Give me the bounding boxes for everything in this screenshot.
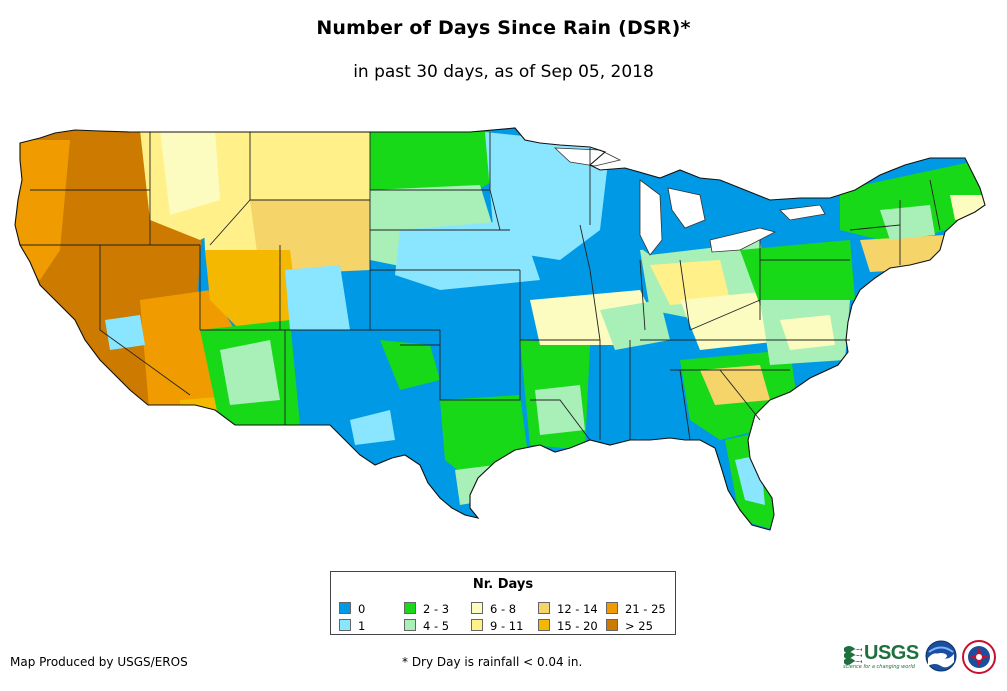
legend-swatch <box>606 602 618 614</box>
legend-swatch <box>404 619 416 631</box>
legend: Nr. Days 0 1 2 - 3 4 - 5 6 - 8 9 - 11 12… <box>330 571 676 635</box>
legend-label: 6 - 8 <box>490 602 517 616</box>
legend-swatch <box>538 602 550 614</box>
legend-item-8: 21 - 25 <box>606 602 666 616</box>
legend-swatch <box>471 619 483 631</box>
legend-swatch <box>538 619 550 631</box>
legend-swatch <box>339 619 351 631</box>
legend-swatch <box>471 602 483 614</box>
legend-title: Nr. Days <box>472 577 534 592</box>
legend-label: 2 - 3 <box>423 602 450 616</box>
state-borders <box>20 132 941 441</box>
legend-label: > 25 <box>625 619 653 633</box>
legend-item-3: 4 - 5 <box>404 619 449 633</box>
legend-label: 4 - 5 <box>423 619 450 633</box>
legend-item-7: 15 - 20 <box>538 619 598 633</box>
nws-logo <box>962 640 996 674</box>
legend-label: 9 - 11 <box>490 619 524 633</box>
map-credit: Map Produced by USGS/EROS <box>10 655 188 669</box>
legend-label: 21 - 25 <box>625 602 666 616</box>
dry-day-footnote: * Dry Day is rainfall < 0.04 in. <box>402 655 583 669</box>
legend-item-9: > 25 <box>606 619 653 633</box>
legend-item-0: 0 <box>339 602 365 616</box>
legend-item-1: 1 <box>339 619 365 633</box>
us-dsr-map <box>14 127 986 531</box>
usgs-tagline: science for a changing world <box>843 664 915 670</box>
great-lakes <box>553 147 826 256</box>
usgs-logo: USGS science for a changing world <box>843 640 919 670</box>
legend-item-5: 9 - 11 <box>471 619 523 633</box>
map-title: Number of Days Since Rain (DSR)* <box>316 17 691 39</box>
legend-swatch <box>606 619 618 631</box>
legend-swatch <box>404 602 416 614</box>
usgs-wave-icon <box>844 646 862 665</box>
legend-item-6: 12 - 14 <box>538 602 598 616</box>
legend-label: 15 - 20 <box>557 619 598 633</box>
legend-item-2: 2 - 3 <box>404 602 449 616</box>
legend-swatch <box>339 602 351 614</box>
legend-label: 1 <box>358 619 366 633</box>
legend-label: 0 <box>358 602 366 616</box>
usgs-wordmark: USGS <box>864 642 919 664</box>
legend-label: 12 - 14 <box>557 602 598 616</box>
noaa-logo <box>925 640 957 672</box>
dsr-color-regions <box>15 128 985 530</box>
map-subtitle: in past 30 days, as of Sep 05, 2018 <box>353 62 654 82</box>
legend-item-4: 6 - 8 <box>471 602 516 616</box>
